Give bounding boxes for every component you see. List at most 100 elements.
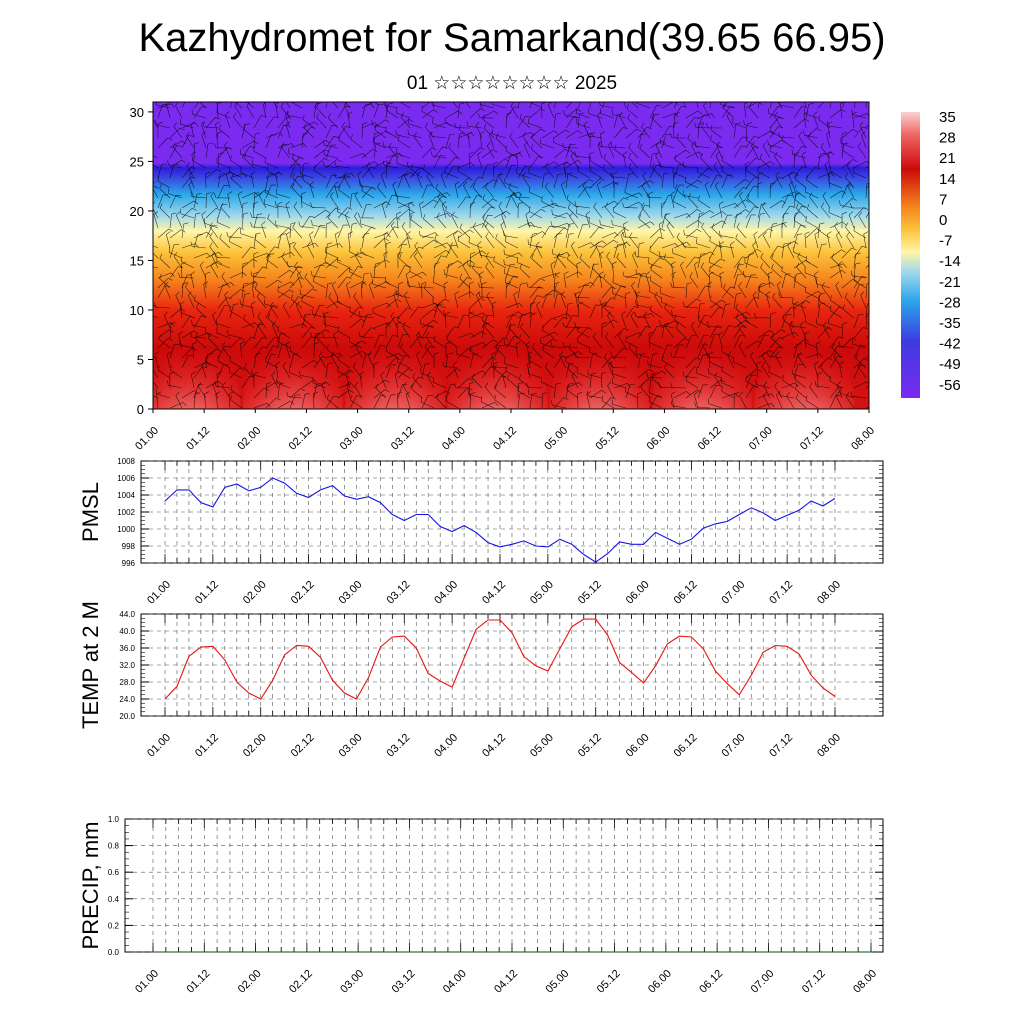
wind-barb — [666, 221, 675, 239]
wind-barb — [441, 201, 447, 219]
wind-barb — [157, 365, 171, 379]
wind-barb — [714, 372, 723, 389]
wind-barb — [205, 207, 221, 219]
wind-barb — [841, 278, 858, 289]
wind-barb — [817, 371, 823, 389]
wind-barb — [721, 386, 735, 399]
wind-barb — [338, 184, 351, 199]
wind-barb — [459, 273, 471, 289]
wind-barb — [361, 314, 372, 329]
wind-barb — [820, 363, 831, 379]
wind-barb — [817, 295, 831, 309]
wind-barb — [625, 336, 639, 349]
wind-barb — [457, 291, 475, 299]
wind-barb — [700, 262, 711, 279]
wind-barb — [385, 195, 398, 209]
wind-barb — [349, 336, 363, 349]
wind-barb — [529, 102, 533, 109]
wind-barb — [589, 389, 606, 399]
wind-barb — [421, 239, 438, 249]
wind-barb — [253, 232, 261, 249]
y-tick-label: 15 — [130, 253, 144, 268]
wind-barb — [708, 368, 723, 379]
wind-barb — [829, 376, 843, 389]
wind-barb — [611, 219, 627, 229]
wind-barb — [373, 201, 391, 209]
wind-barb — [800, 301, 807, 319]
wind-barb — [244, 363, 255, 379]
wind-barb — [353, 292, 363, 309]
wind-barb — [744, 161, 750, 179]
wind-barb — [225, 171, 231, 189]
wind-barb — [397, 334, 408, 349]
wind-barb — [577, 166, 591, 179]
y-tick-label: 28.0 — [119, 678, 135, 687]
wind-barb — [246, 102, 255, 119]
wind-barb — [637, 313, 655, 319]
wind-barb — [710, 135, 723, 149]
wind-barb — [861, 131, 867, 149]
wind-barb — [311, 309, 327, 319]
wind-barb — [709, 299, 726, 309]
wind-barb — [382, 141, 399, 149]
wind-barb — [589, 245, 603, 259]
wind-barb — [769, 337, 785, 349]
wind-barb — [385, 352, 403, 359]
wind-barb — [421, 395, 434, 409]
wind-barb — [565, 130, 583, 139]
wind-barb — [277, 124, 289, 139]
wind-barb — [781, 307, 797, 319]
wind-barb — [709, 384, 721, 399]
wind-barb — [467, 389, 483, 399]
wind-barb — [612, 171, 618, 189]
wind-barb — [635, 291, 641, 309]
wind-barb — [493, 337, 509, 349]
wind-barb — [337, 126, 351, 139]
wind-barb — [433, 155, 446, 169]
wind-barb — [670, 132, 687, 139]
wind-barb — [553, 313, 571, 319]
x-tick-label: 03.12 — [384, 732, 412, 760]
wind-barb — [628, 142, 639, 159]
wind-barb — [596, 181, 603, 199]
wind-barb — [793, 338, 810, 349]
wind-barb — [205, 352, 213, 369]
wind-barb — [481, 315, 495, 329]
wind-barb — [251, 159, 267, 169]
wind-barb — [337, 207, 353, 219]
wind-barb — [801, 151, 807, 169]
wind-barb — [313, 149, 330, 159]
wind-barb — [822, 191, 831, 209]
wind-barb — [661, 112, 679, 119]
wind-barb — [781, 332, 799, 339]
wind-barb — [250, 171, 256, 189]
wind-barb — [349, 318, 366, 329]
wind-barb — [421, 325, 434, 339]
wind-barb — [613, 182, 620, 199]
wind-barb — [553, 355, 567, 369]
wind-barb — [697, 212, 705, 229]
wind-barb — [562, 142, 579, 149]
wind-barb — [205, 171, 211, 189]
wind-barb — [628, 342, 639, 359]
wind-barb — [821, 282, 831, 299]
wind-barb — [309, 181, 315, 199]
wind-barb — [611, 261, 617, 279]
wind-barb — [217, 284, 228, 299]
wind-barb — [745, 135, 759, 149]
wind-barb — [841, 247, 857, 259]
wind-barb — [809, 382, 819, 399]
wind-barb — [659, 320, 675, 329]
wind-barb — [528, 118, 543, 129]
wind-barb — [541, 172, 550, 189]
wind-barb — [175, 211, 183, 229]
wind-barb — [517, 311, 535, 319]
wind-barb — [685, 334, 697, 349]
wind-barb — [576, 118, 591, 129]
wind-barb — [718, 230, 735, 239]
wind-barb — [805, 186, 819, 199]
wind-barb — [743, 119, 759, 129]
wind-barb — [517, 165, 531, 179]
wind-barb — [761, 202, 771, 219]
wind-barb — [599, 131, 605, 149]
